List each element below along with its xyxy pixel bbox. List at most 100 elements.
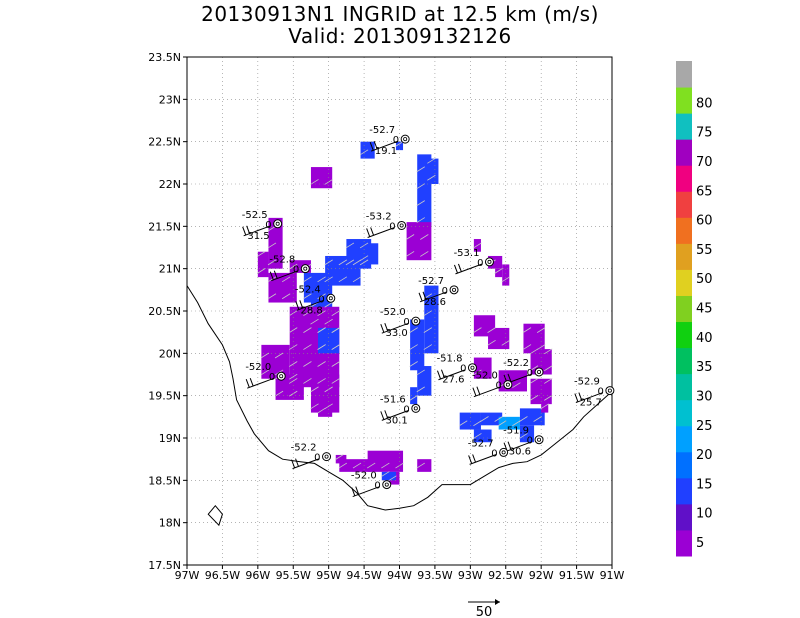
colorbar-swatch bbox=[676, 61, 692, 88]
wind-barb-feather bbox=[373, 140, 378, 150]
wind-vector bbox=[544, 348, 553, 355]
wind-vector bbox=[257, 251, 266, 257]
station-circle bbox=[449, 285, 459, 295]
station-zero: 0 bbox=[442, 286, 448, 297]
wind-barb-feather bbox=[380, 411, 385, 420]
wind-vector bbox=[536, 344, 546, 350]
wind-vector bbox=[416, 386, 425, 393]
station-inner-circle bbox=[303, 266, 308, 271]
wind-barb-feather bbox=[242, 226, 247, 235]
station-circle bbox=[467, 363, 477, 373]
x-tick-label: 91W bbox=[600, 569, 625, 582]
station-marker: -52.00 bbox=[351, 471, 392, 498]
wind-barb-feather bbox=[574, 393, 579, 402]
station-value-bottom: 28.8 bbox=[301, 305, 323, 316]
colorbar-label: 70 bbox=[696, 155, 713, 170]
station-inner-circle bbox=[452, 287, 457, 292]
wind-vector bbox=[494, 268, 503, 274]
wind-vector bbox=[409, 361, 418, 367]
station-value-top: -52.7 bbox=[468, 438, 494, 449]
station-inner-circle bbox=[487, 259, 492, 264]
wind-barb bbox=[247, 377, 275, 389]
wind-vector bbox=[529, 378, 539, 384]
station-marker: -52.80 bbox=[269, 255, 310, 282]
wind-vector bbox=[331, 361, 340, 367]
wind-vector bbox=[324, 403, 333, 410]
wind-barb bbox=[419, 291, 448, 303]
wind-vector bbox=[359, 149, 369, 156]
station-circle bbox=[534, 367, 544, 377]
wind-vector bbox=[473, 433, 482, 439]
station-zero: 0 bbox=[496, 381, 502, 392]
heatmap-cell bbox=[410, 387, 418, 405]
wind-barb-feather bbox=[295, 458, 300, 467]
wind-vector bbox=[324, 301, 333, 308]
wind-vector bbox=[317, 293, 326, 300]
wind-vector bbox=[345, 242, 355, 249]
wind-vector bbox=[529, 395, 539, 401]
colorbar-swatch bbox=[676, 191, 692, 218]
wind-vector bbox=[423, 344, 433, 350]
wind-barb bbox=[271, 270, 299, 282]
wind-vector bbox=[317, 344, 326, 350]
wind-vector bbox=[331, 378, 340, 384]
reference-vector-head bbox=[495, 599, 500, 605]
station-value-top: -52.8 bbox=[269, 255, 295, 266]
station-value-bottom: 31.5 bbox=[247, 231, 269, 242]
wind-vector bbox=[303, 276, 312, 283]
axis-ticks: 97W 96.5W 96W 95.5W 95W 94.5W 94W 93.5W 93W 92.5W… bbox=[148, 51, 624, 582]
wind-vector bbox=[289, 263, 298, 270]
y-tick-label: 22.5N bbox=[148, 136, 181, 149]
wind-vector bbox=[519, 416, 528, 422]
colorbar-swatch bbox=[676, 321, 692, 349]
station-zero: 0 bbox=[460, 364, 466, 375]
colorbar-swatch bbox=[676, 139, 692, 166]
wind-vector bbox=[289, 361, 298, 367]
wind-vector bbox=[267, 293, 277, 300]
wind-barb-feather bbox=[507, 373, 512, 383]
wind-vector bbox=[289, 344, 298, 350]
wind-barb-feather bbox=[295, 301, 300, 310]
station-inner-circle bbox=[505, 382, 510, 387]
station-value-top: -53.2 bbox=[366, 211, 392, 222]
station-value-top: -52.4 bbox=[295, 284, 321, 295]
wind-vector bbox=[274, 352, 284, 359]
wind-vector bbox=[317, 361, 326, 367]
wind-vector bbox=[260, 352, 270, 359]
wind-vector bbox=[501, 339, 510, 346]
wind-vector bbox=[459, 420, 468, 427]
wind-barb-feather bbox=[457, 263, 462, 273]
heatmap-cell bbox=[523, 323, 545, 354]
colorbar-swatch bbox=[676, 529, 692, 557]
wind-vector bbox=[310, 386, 319, 393]
wind-vector bbox=[473, 242, 482, 249]
wind-vector bbox=[303, 293, 312, 300]
wind-vector bbox=[352, 259, 362, 266]
station-value-bottom: 33.0 bbox=[386, 328, 408, 339]
coastline bbox=[186, 285, 613, 511]
wind-vector bbox=[544, 365, 553, 372]
heatmap-cell bbox=[268, 272, 297, 303]
colorbar-label: 15 bbox=[696, 477, 713, 492]
x-tick-label: 95.5W bbox=[276, 569, 311, 582]
colorbar-label: 40 bbox=[696, 331, 713, 346]
station-circle bbox=[499, 447, 509, 457]
wind-vector bbox=[423, 310, 433, 317]
wind-barb bbox=[504, 441, 533, 453]
wind-barb bbox=[469, 453, 497, 465]
colorbar-swatch bbox=[676, 347, 692, 375]
station-inner-circle bbox=[384, 482, 389, 487]
wind-barb-feather bbox=[380, 323, 385, 333]
island-outline bbox=[207, 504, 223, 527]
wind-barb bbox=[381, 409, 409, 421]
colorbar-swatch bbox=[676, 477, 692, 505]
wind-vector bbox=[519, 433, 528, 439]
station-value-top: -52.5 bbox=[242, 210, 268, 221]
station-marker: -52.20 bbox=[291, 443, 332, 470]
heatmap-cell bbox=[488, 327, 510, 350]
wind-vector bbox=[409, 395, 418, 401]
